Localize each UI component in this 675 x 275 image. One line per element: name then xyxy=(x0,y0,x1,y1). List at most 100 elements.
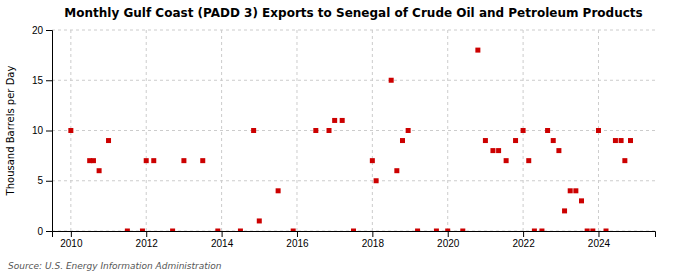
x-tick: 2020 xyxy=(437,231,460,249)
y-grid-line xyxy=(52,130,655,131)
point xyxy=(521,128,526,133)
x-tick: 2012 xyxy=(136,231,159,249)
point xyxy=(151,158,156,163)
point xyxy=(628,138,633,143)
y-tick-label: 5 xyxy=(37,175,43,186)
point xyxy=(483,138,488,143)
y-tick-mark xyxy=(46,80,52,81)
y-tick: 0 xyxy=(37,226,52,237)
point xyxy=(619,138,624,143)
point xyxy=(394,168,399,173)
point xyxy=(526,158,531,163)
grid xyxy=(52,30,655,231)
x-grid-line xyxy=(221,30,222,231)
point xyxy=(445,229,450,232)
point xyxy=(573,188,578,193)
y-grid-line xyxy=(52,30,655,31)
point xyxy=(238,229,243,232)
point xyxy=(504,158,509,163)
y-tick: 5 xyxy=(37,175,52,186)
point xyxy=(68,128,73,133)
point xyxy=(545,128,550,133)
point xyxy=(590,229,595,232)
point xyxy=(327,128,332,133)
x-tick-label: 2014 xyxy=(211,238,234,249)
x-tick-mark xyxy=(372,231,373,237)
point xyxy=(200,158,205,163)
x-tick-label: 2018 xyxy=(362,238,385,249)
point xyxy=(406,128,411,133)
title: Monthly Gulf Coast (PADD 3) Exports to S… xyxy=(64,6,642,20)
plot-area: 2010 2012 2014 2016 2018 2020 2022 2024 0 5 10 15 20 xyxy=(32,25,656,249)
x-tick-mark xyxy=(71,231,72,237)
x-tick: 2016 xyxy=(286,231,309,249)
point xyxy=(434,229,439,232)
x-tick-label: 2022 xyxy=(512,238,535,249)
point xyxy=(140,229,145,232)
point xyxy=(291,229,296,232)
x-tick: 2014 xyxy=(211,231,234,249)
point xyxy=(276,188,281,193)
point xyxy=(596,128,601,133)
point xyxy=(604,229,609,232)
point xyxy=(389,78,394,83)
point xyxy=(460,229,465,232)
point xyxy=(539,229,544,232)
y-tick-mark xyxy=(46,131,52,132)
y-axis: 0 5 10 15 20 xyxy=(32,25,53,237)
point xyxy=(91,158,96,163)
point xyxy=(532,229,537,232)
x-tick: 2024 xyxy=(588,231,611,249)
point xyxy=(490,148,495,153)
y-grid-line xyxy=(52,80,655,81)
point xyxy=(125,229,130,232)
point xyxy=(513,138,518,143)
x-tick-label: 2016 xyxy=(286,238,309,249)
x-tick: 2022 xyxy=(512,231,535,249)
point xyxy=(215,229,220,232)
x-tick-mark xyxy=(297,231,298,237)
point xyxy=(374,178,379,183)
x-tick: 2018 xyxy=(362,231,385,249)
x-tick-mark xyxy=(448,231,449,237)
x-tick-mark xyxy=(523,231,524,237)
y-tick-mark xyxy=(46,181,52,182)
y-axis-line xyxy=(46,31,53,232)
y-tick-label: 10 xyxy=(32,125,44,136)
point xyxy=(556,148,561,153)
x-tick-mark xyxy=(598,231,599,237)
x-grid-line xyxy=(372,30,373,231)
y-tick-label: 0 xyxy=(37,226,43,237)
x-axis-line xyxy=(53,232,656,238)
point xyxy=(585,229,590,232)
points xyxy=(68,48,633,231)
x-tick-label: 2024 xyxy=(588,238,611,249)
x-axis: 2010 2012 2014 2016 2018 2020 2022 2024 xyxy=(53,231,656,249)
x-tick-label: 2020 xyxy=(437,238,460,249)
point xyxy=(613,138,618,143)
point xyxy=(351,229,356,232)
point xyxy=(622,158,627,163)
point xyxy=(97,168,102,173)
y-tick-label: 20 xyxy=(32,25,44,36)
y-tick-mark xyxy=(46,231,52,232)
x-tick-label: 2010 xyxy=(60,238,83,249)
x-tick-label: 2012 xyxy=(136,238,159,249)
point xyxy=(181,158,186,163)
point xyxy=(496,148,501,153)
point xyxy=(170,229,175,232)
point xyxy=(551,138,556,143)
point xyxy=(257,218,262,223)
point xyxy=(370,158,375,163)
y-tick: 15 xyxy=(32,75,52,86)
y-axis-title: Thousand Barrels per Day xyxy=(5,66,16,197)
x-grid-line xyxy=(296,30,297,231)
y-tick-mark xyxy=(46,30,52,31)
y-tick-label: 15 xyxy=(32,75,44,86)
point xyxy=(415,229,420,232)
point xyxy=(144,158,149,163)
x-grid-line xyxy=(146,30,147,231)
point xyxy=(251,128,256,133)
source-note: Source: U.S. Energy Information Administ… xyxy=(8,261,222,271)
y-tick: 20 xyxy=(32,25,52,36)
